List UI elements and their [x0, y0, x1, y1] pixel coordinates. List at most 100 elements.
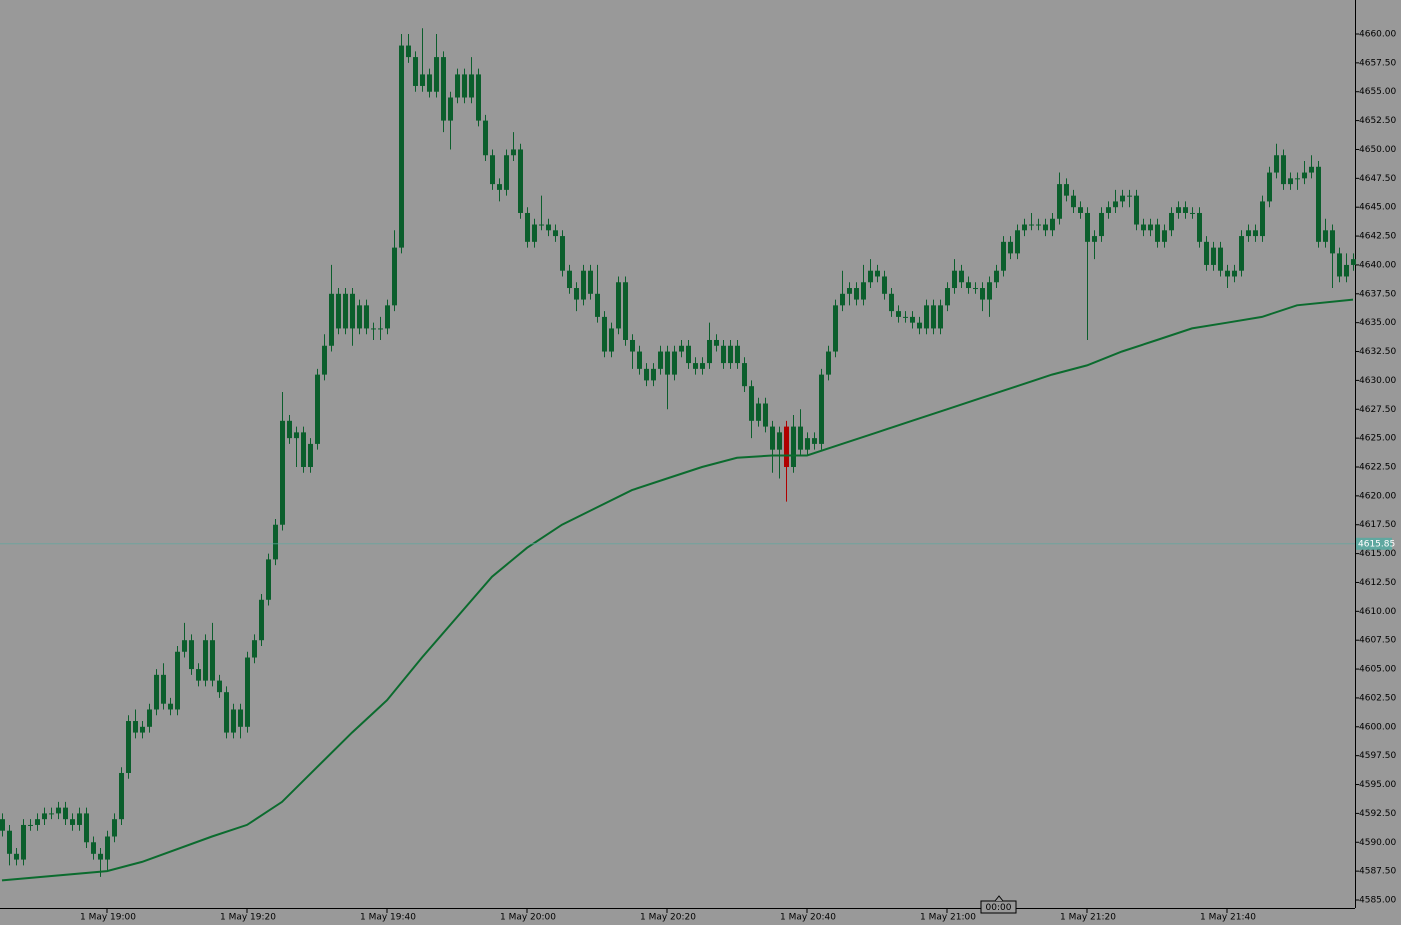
y-tick-label: 4632.50	[1359, 347, 1396, 357]
candle-body	[1316, 166, 1321, 242]
candle-body	[917, 322, 922, 329]
y-tick-label: 4595.00	[1359, 780, 1396, 790]
candle-body	[903, 316, 908, 318]
candle-body	[910, 316, 915, 323]
candle-body	[721, 345, 726, 364]
candle-body	[1043, 224, 1048, 231]
candle-body	[770, 426, 775, 450]
candle-body	[1092, 236, 1097, 242]
candle-body	[1288, 178, 1293, 185]
candle-body	[987, 282, 992, 300]
candle-body	[742, 363, 747, 387]
candle-body	[1036, 224, 1041, 226]
candle-body	[448, 97, 453, 121]
candle-body	[168, 703, 173, 710]
candle-body	[147, 709, 152, 727]
candle-body	[259, 599, 264, 641]
candle-body	[70, 819, 75, 825]
y-tick-label: 4587.50	[1359, 867, 1396, 877]
candle-body	[175, 651, 180, 710]
y-tick-label: 4610.00	[1359, 607, 1396, 617]
candle-body	[7, 830, 12, 854]
candle-body	[651, 368, 656, 381]
candles	[0, 28, 1356, 877]
candle-body	[469, 74, 474, 98]
candle-body	[931, 305, 936, 329]
y-tick-label: 4612.50	[1359, 578, 1396, 588]
candle-body	[1106, 207, 1111, 213]
candle-body	[938, 305, 943, 329]
candle-body	[1071, 195, 1076, 208]
candle-body	[504, 155, 509, 190]
y-tick-label: 4627.50	[1359, 405, 1396, 415]
candle-body	[1218, 247, 1223, 271]
candle-body	[224, 692, 229, 733]
candle-body	[1323, 230, 1328, 242]
candle-body	[1148, 224, 1153, 231]
candle-body	[1281, 155, 1286, 185]
candle-body	[665, 351, 670, 375]
candle-body	[994, 270, 999, 283]
candle-body	[539, 224, 544, 226]
x-tick-label: 1 May 21:00	[920, 913, 976, 923]
candle-body	[98, 853, 103, 860]
candle-body	[798, 426, 803, 450]
candle-body	[84, 813, 89, 843]
candle-body	[1239, 236, 1244, 271]
candle-body	[966, 282, 971, 289]
candle-body	[574, 288, 579, 300]
candle-body	[847, 288, 852, 294]
candle-body	[364, 305, 369, 329]
candle-body	[784, 426, 789, 467]
candle-body	[1169, 212, 1174, 231]
candle-body	[1295, 178, 1300, 180]
candle-body	[714, 339, 719, 346]
candle-body	[35, 819, 40, 825]
candle-body	[560, 236, 565, 271]
candle-body	[658, 351, 663, 369]
candle-body	[1141, 224, 1146, 231]
candle-body	[595, 293, 600, 317]
candle-body	[924, 305, 929, 329]
candle-body	[119, 772, 124, 820]
candle-body	[1337, 253, 1342, 277]
candle-body	[1253, 230, 1258, 237]
candle-body	[602, 316, 607, 352]
candle-body	[245, 657, 250, 727]
candle-body	[980, 288, 985, 300]
candle-body	[644, 368, 649, 381]
candle-body	[77, 813, 82, 825]
candle-body	[553, 230, 558, 237]
candle-body	[693, 363, 698, 369]
candle-body	[273, 524, 278, 560]
candle-body	[1344, 264, 1349, 277]
x-tick-label: 1 May 19:20	[220, 913, 276, 923]
candle-body	[672, 351, 677, 375]
candle-body	[294, 432, 299, 439]
candle-body	[1127, 195, 1132, 197]
candle-body	[1190, 212, 1195, 214]
candle-body	[280, 420, 285, 525]
candle-body	[1085, 212, 1090, 242]
candle-body	[385, 305, 390, 329]
candle-body	[392, 247, 397, 306]
candle-body	[511, 149, 516, 156]
candle-body	[1015, 230, 1020, 254]
candle-body	[420, 74, 425, 86]
candle-body	[154, 674, 159, 710]
candle-body	[1183, 207, 1188, 213]
candle-body	[749, 386, 754, 421]
timer-label: 00:00	[986, 903, 1012, 913]
candle-body	[287, 420, 292, 439]
candle-body	[329, 293, 334, 346]
candle-body	[777, 432, 782, 450]
candle-body	[728, 345, 733, 364]
candle-body	[588, 270, 593, 294]
candle-body	[854, 288, 859, 300]
candle-body	[1113, 201, 1118, 208]
candle-body	[637, 351, 642, 369]
candle-body	[525, 212, 530, 242]
candle-body	[826, 351, 831, 375]
candle-body	[406, 45, 411, 58]
